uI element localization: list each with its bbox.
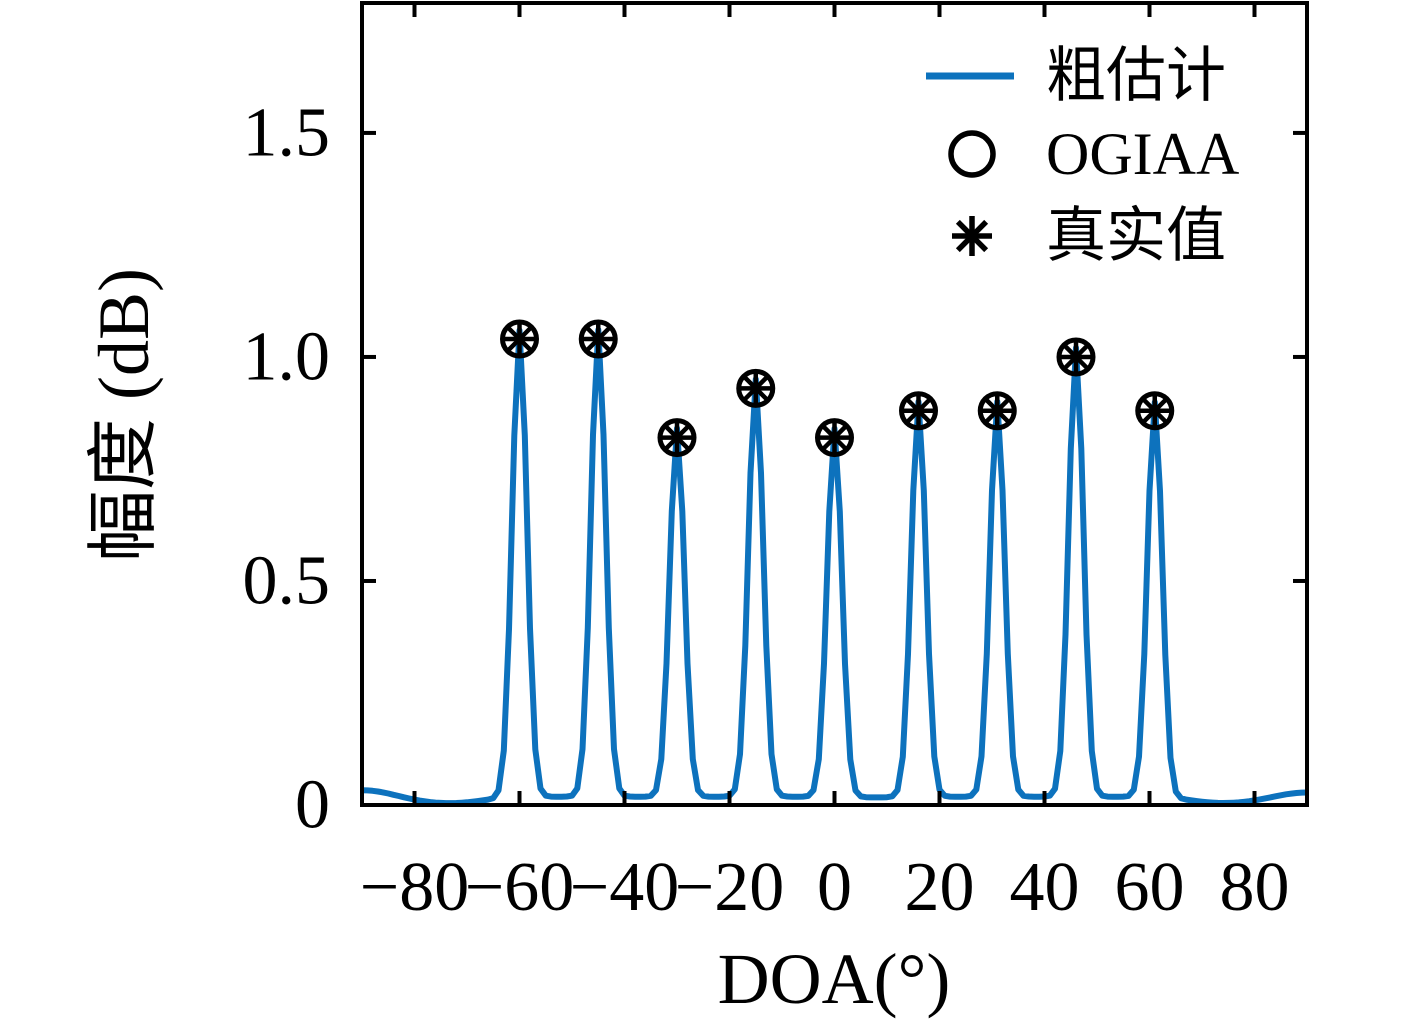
x-tick-label: −40 [570,849,679,926]
ogiaa-marker [736,368,776,408]
y-tick-label: 0.5 [243,542,331,619]
ogiaa-marker [500,319,539,359]
asterisk-spoke [1063,344,1089,370]
legend-label-true-value: 真实值 [1046,203,1226,269]
marker-layer [500,319,1175,458]
asterisk-spoke [506,326,533,352]
legend-asterisk-marker [952,216,992,256]
ogiaa-marker [1056,337,1096,377]
x-tick-label: 60 [1115,849,1185,926]
asterisk-spoke [821,425,848,451]
true-value-marker [661,422,693,454]
true-value-marker [1060,341,1092,373]
true-value-marker [740,372,772,404]
ogiaa-marker [815,418,854,458]
asterisk-spoke [664,425,690,451]
x-tick-label: −20 [675,849,784,926]
ogiaa-marker [977,391,1017,431]
true-value-marker [504,323,535,355]
y-tick-label: 0 [295,767,330,844]
legend-label-ogiaa: OGIAA [1046,121,1239,187]
true-value-marker [819,422,850,454]
legend-label-coarse-estimate: 粗估计 [1046,43,1226,109]
x-tick-label: 20 [905,849,975,926]
ogiaa-marker [578,319,618,359]
true-value-marker [981,395,1013,427]
x-tick-label: −80 [360,849,469,926]
x-tick-label: −60 [465,849,574,926]
ogiaa-marker [899,391,938,431]
true-value-marker [1139,395,1171,427]
ogiaa-marker [657,418,697,458]
x-tick-label: 40 [1010,849,1080,926]
legend: 粗估计 OGIAA 真实值 [926,43,1239,269]
asterisk-spoke [905,398,932,424]
tick-layer: −80−60−40−20 0 20 40 60 80 0 0.5 1.0 1.5 [243,3,1307,926]
true-value-marker [582,323,614,355]
y-tick-label: 1.0 [243,318,331,395]
x-tick-label: 0 [817,849,852,926]
y-axis-label: 幅度 (dB) [84,268,164,562]
legend-circle-marker [948,130,996,178]
x-tick-label: 80 [1220,849,1290,926]
asterisk-spoke [984,398,1010,424]
asterisk-spoke [743,375,769,401]
y-tick-label: 1.5 [243,94,331,171]
ogiaa-marker [1135,391,1175,431]
legend-asterisk-spokes [952,216,992,256]
asterisk-spoke [955,219,989,253]
true-value-marker [903,395,934,427]
asterisk-spoke [1142,398,1168,424]
x-axis-label: DOA(°) [718,939,951,1019]
asterisk-spoke [585,326,611,352]
